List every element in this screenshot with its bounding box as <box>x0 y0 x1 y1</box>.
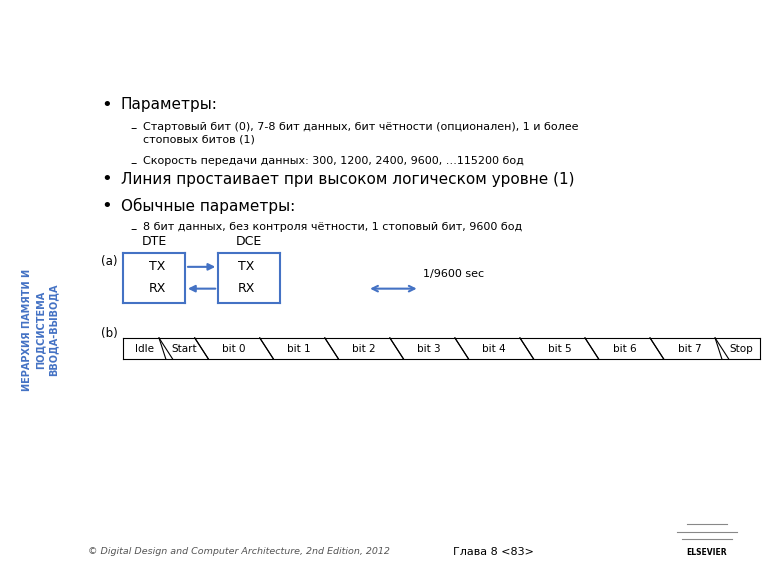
Text: TX: TX <box>238 260 254 274</box>
Text: –: – <box>130 223 137 236</box>
Text: bit 3: bit 3 <box>418 343 441 354</box>
Text: UART: универсальный асинхронный приемопередатчик: UART: универсальный асинхронный приемопе… <box>143 32 678 50</box>
Text: –: – <box>130 123 137 135</box>
Text: bit 1: bit 1 <box>287 343 311 354</box>
Text: Параметры:: Параметры: <box>121 97 217 112</box>
Text: Stop: Stop <box>729 343 753 354</box>
Text: (b): (b) <box>101 327 118 340</box>
Text: ИЕРАРХИЯ ПАМЯТИ И
ПОДСИСТЕМА
ВВОДА-ВЫВОДА: ИЕРАРХИЯ ПАМЯТИ И ПОДСИСТЕМА ВВОДА-ВЫВОД… <box>22 269 58 391</box>
Text: DCE: DCE <box>236 234 262 248</box>
Text: •: • <box>101 197 112 215</box>
Text: 8 бит данных, без контроля чётности, 1 стоповый бит, 9600 бод: 8 бит данных, без контроля чётности, 1 с… <box>143 222 521 232</box>
Text: bit 7: bit 7 <box>677 343 701 354</box>
Text: Скорость передачи данных: 300, 1200, 2400, 9600, …115200 бод: Скорость передачи данных: 300, 1200, 240… <box>143 156 523 166</box>
Text: RX: RX <box>148 282 166 295</box>
Text: Обычные параметры:: Обычные параметры: <box>121 198 295 214</box>
Text: Idle: Idle <box>135 343 154 354</box>
Text: DTE: DTE <box>141 234 167 248</box>
Text: bit 4: bit 4 <box>482 343 506 354</box>
Text: 1/9600 sec: 1/9600 sec <box>423 269 484 279</box>
Text: ELSEVIER: ELSEVIER <box>687 548 727 557</box>
Text: •: • <box>101 170 112 188</box>
Text: •: • <box>101 96 112 114</box>
Text: Глава 8 <83>: Глава 8 <83> <box>452 547 534 556</box>
Text: –: – <box>130 157 137 169</box>
Text: TX: TX <box>149 260 165 274</box>
Text: RX: RX <box>237 282 255 295</box>
Text: bit 2: bit 2 <box>353 343 376 354</box>
Text: bit 0: bit 0 <box>223 343 246 354</box>
Text: (a): (a) <box>101 255 118 268</box>
Text: Стартовый бит (0), 7-8 бит данных, бит чётности (опционален), 1 и более
стоповых: Стартовый бит (0), 7-8 бит данных, бит ч… <box>143 122 578 145</box>
Text: bit 6: bit 6 <box>613 343 636 354</box>
Text: © Digital Design and Computer Architecture, 2nd Edition, 2012: © Digital Design and Computer Architectu… <box>88 547 389 556</box>
Text: Линия простаивает при высоком логическом уровне (1): Линия простаивает при высоком логическом… <box>121 172 574 187</box>
Text: bit 5: bit 5 <box>548 343 571 354</box>
Text: Start: Start <box>171 343 197 354</box>
